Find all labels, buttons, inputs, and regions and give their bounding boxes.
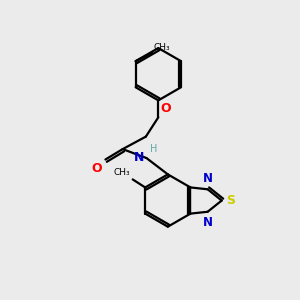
Text: CH₃: CH₃ [114, 168, 130, 177]
Text: H: H [150, 145, 158, 154]
Text: N: N [203, 216, 213, 229]
Text: O: O [160, 102, 171, 115]
Text: CH₃: CH₃ [154, 43, 170, 52]
Text: N: N [134, 151, 144, 164]
Text: N: N [203, 172, 213, 185]
Text: O: O [91, 162, 102, 175]
Text: S: S [226, 194, 236, 207]
